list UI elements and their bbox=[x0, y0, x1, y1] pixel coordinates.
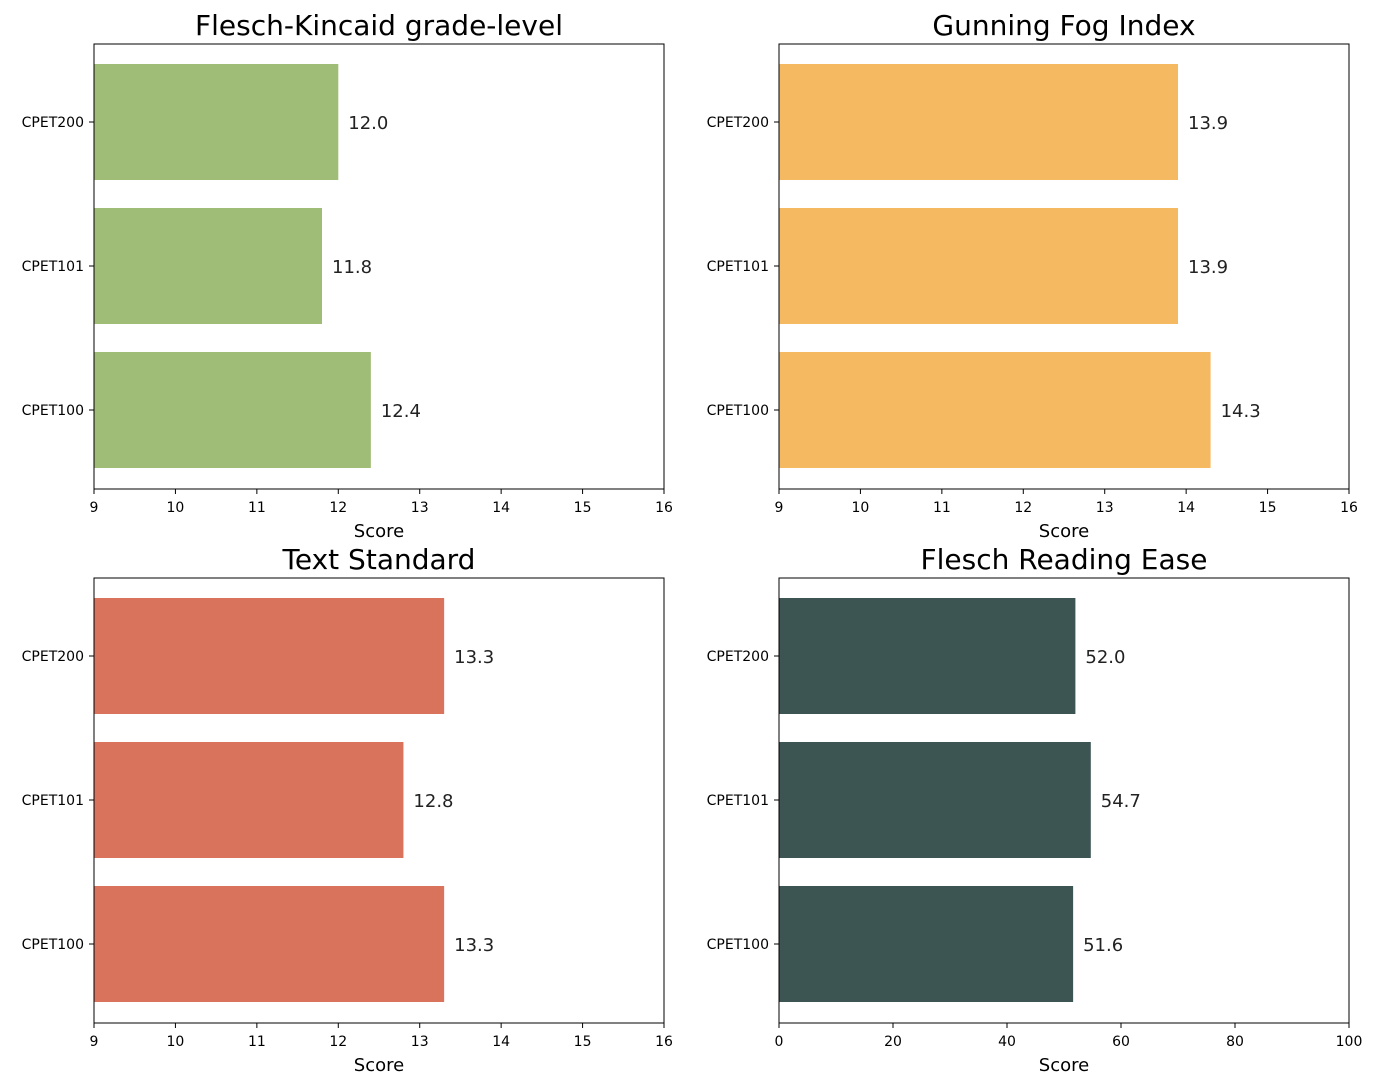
data-label: 52.0 bbox=[1085, 647, 1125, 668]
x-axis-label: Score bbox=[354, 1055, 404, 1076]
x-tick-label: 13 bbox=[1096, 500, 1114, 516]
chart-title: Flesch Reading Ease bbox=[921, 543, 1208, 576]
x-tick-label: 60 bbox=[1112, 1034, 1130, 1050]
axes-frame bbox=[93, 577, 665, 1024]
data-label: 13.3 bbox=[454, 647, 494, 668]
bar bbox=[94, 742, 404, 858]
bar bbox=[779, 742, 1091, 858]
x-tick-label: 10 bbox=[852, 500, 870, 516]
data-label: 12.8 bbox=[413, 791, 453, 812]
x-axis-label: Score bbox=[1039, 521, 1089, 542]
x-tick-label: 14 bbox=[1177, 500, 1195, 516]
data-label: 12.0 bbox=[348, 113, 388, 134]
chart-title: Text Standard bbox=[282, 543, 476, 576]
y-tick-label: CPET200 bbox=[22, 115, 84, 131]
bar bbox=[779, 64, 1178, 180]
bar bbox=[94, 598, 445, 714]
x-tick-label: 12 bbox=[329, 500, 347, 516]
data-label: 13.3 bbox=[454, 935, 494, 956]
x-tick-label: 16 bbox=[1340, 500, 1358, 516]
x-tick-label: 16 bbox=[655, 500, 673, 516]
chart-panel-1: Flesch-Kincaid grade-level 12.0 CPET200 11.… bbox=[22, 9, 673, 542]
chart-title: Flesch-Kincaid grade-level bbox=[195, 9, 563, 42]
axes-frame bbox=[778, 43, 1350, 490]
x-tick-label: 15 bbox=[574, 500, 592, 516]
x-axis-label: Score bbox=[354, 521, 404, 542]
x-tick-label: 11 bbox=[248, 1034, 266, 1050]
bar bbox=[779, 208, 1178, 324]
bar bbox=[779, 886, 1074, 1002]
x-tick-label: 11 bbox=[933, 500, 951, 516]
x-axis-label: Score bbox=[1039, 1055, 1089, 1076]
x-tick-label: 13 bbox=[411, 500, 429, 516]
x-tick-label: 9 bbox=[90, 1034, 99, 1050]
x-tick-label: 16 bbox=[655, 1034, 673, 1050]
x-tick-label: 12 bbox=[1014, 500, 1032, 516]
x-tick-label: 10 bbox=[167, 500, 185, 516]
x-tick-label: 12 bbox=[329, 1034, 347, 1050]
data-label: 14.3 bbox=[1221, 401, 1261, 422]
chart-panel-2: Gunning Fog Index 13.9 CPET200 13.9 CPET101 1… bbox=[707, 9, 1358, 542]
bar bbox=[94, 352, 371, 468]
x-tick-label: 14 bbox=[492, 500, 510, 516]
chart-title: Gunning Fog Index bbox=[932, 9, 1195, 42]
chart-panel-4: Flesch Reading Ease 52.0 CPET200 54.7 CPET10… bbox=[707, 543, 1363, 1076]
y-tick-label: CPET101 bbox=[707, 793, 769, 809]
x-tick-label: 14 bbox=[492, 1034, 510, 1050]
data-label: 54.7 bbox=[1101, 791, 1141, 812]
bar bbox=[779, 352, 1211, 468]
y-tick-label: CPET101 bbox=[22, 793, 84, 809]
x-tick-label: 100 bbox=[1336, 1034, 1363, 1050]
x-tick-label: 15 bbox=[574, 1034, 592, 1050]
bar bbox=[94, 208, 322, 324]
bar bbox=[94, 64, 339, 180]
x-tick-label: 20 bbox=[884, 1034, 902, 1050]
x-tick-label: 11 bbox=[248, 500, 266, 516]
axes-frame bbox=[93, 43, 665, 490]
x-tick-label: 40 bbox=[998, 1034, 1016, 1050]
data-label: 11.8 bbox=[332, 257, 372, 278]
y-tick-label: CPET100 bbox=[707, 403, 769, 419]
x-tick-label: 15 bbox=[1259, 500, 1277, 516]
x-tick-label: 13 bbox=[411, 1034, 429, 1050]
axes-frame bbox=[778, 577, 1350, 1024]
x-tick-label: 10 bbox=[167, 1034, 185, 1050]
data-label: 12.4 bbox=[381, 401, 421, 422]
bar bbox=[94, 886, 445, 1002]
data-label: 13.9 bbox=[1188, 113, 1228, 134]
x-tick-label: 0 bbox=[775, 1034, 784, 1050]
chart-panel-3: Text Standard 13.3 CPET200 12.8 CPET101 13.3 C… bbox=[22, 543, 673, 1076]
y-tick-label: CPET100 bbox=[22, 403, 84, 419]
x-tick-label: 9 bbox=[90, 500, 99, 516]
y-tick-label: CPET100 bbox=[22, 937, 84, 953]
data-label: 51.6 bbox=[1083, 935, 1123, 956]
y-tick-label: CPET101 bbox=[707, 259, 769, 275]
y-tick-label: CPET100 bbox=[707, 937, 769, 953]
data-label: 13.9 bbox=[1188, 257, 1228, 278]
x-tick-label: 9 bbox=[775, 500, 784, 516]
x-tick-label: 80 bbox=[1226, 1034, 1244, 1050]
y-tick-label: CPET200 bbox=[707, 649, 769, 665]
y-tick-label: CPET200 bbox=[22, 649, 84, 665]
y-tick-label: CPET200 bbox=[707, 115, 769, 131]
bar bbox=[779, 598, 1076, 714]
y-tick-label: CPET101 bbox=[22, 259, 84, 275]
